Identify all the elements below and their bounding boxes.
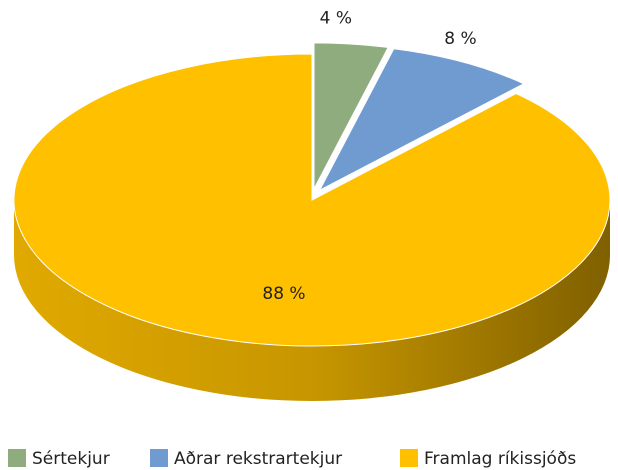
legend-label: Aðrar rekstrartekjur (174, 449, 342, 469)
data-label: 4 % (320, 9, 352, 29)
slice-side-shade (14, 200, 610, 401)
slice (313, 42, 389, 190)
legend-swatch (8, 449, 26, 467)
legend-label: Framlag ríkissjóðs (424, 449, 576, 469)
data-label: 88 % (262, 284, 305, 304)
slice (318, 48, 525, 192)
legend-swatch (400, 449, 418, 467)
slice (13, 53, 611, 347)
legend-label: Sértekjur (32, 449, 110, 469)
legend-swatch (150, 449, 168, 467)
data-label: 8 % (444, 29, 476, 49)
